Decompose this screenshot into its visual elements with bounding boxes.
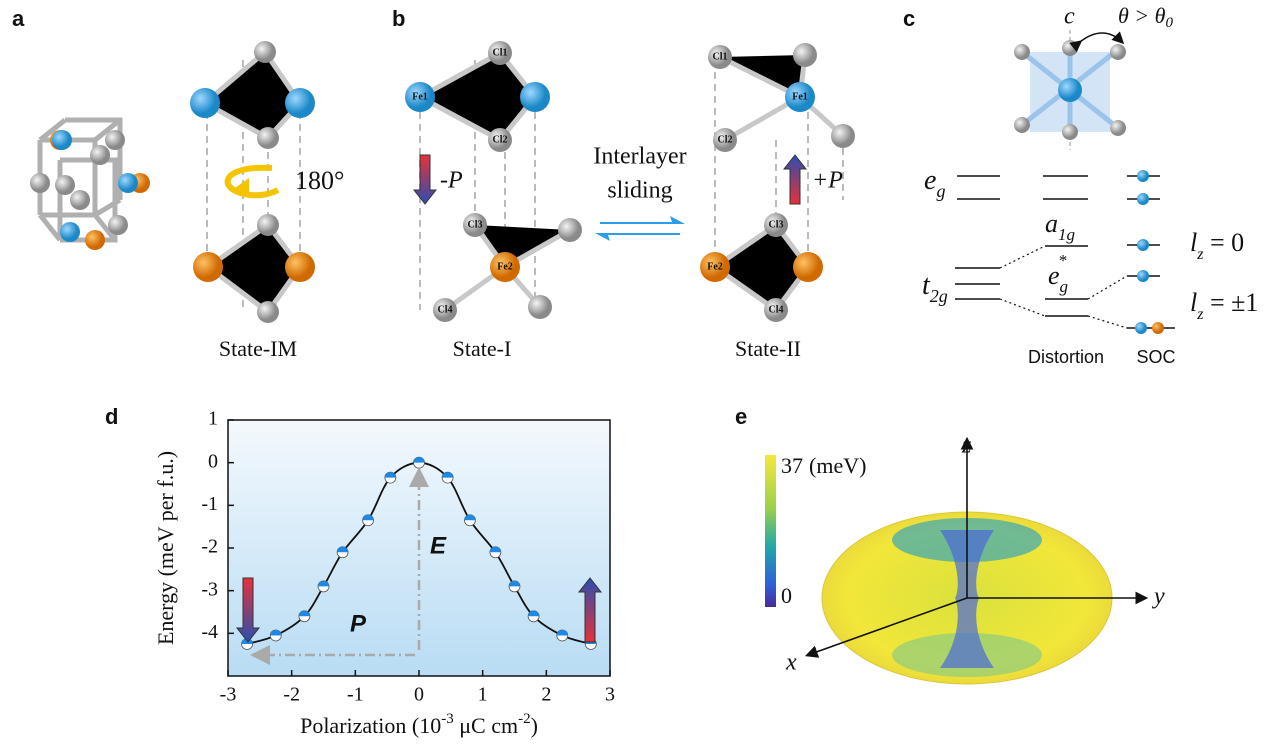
- caption: State-I: [453, 336, 512, 361]
- rotation-label: 180°: [295, 166, 344, 195]
- axis-label: c: [1064, 4, 1075, 30]
- lz-value: = ±1: [1203, 288, 1258, 317]
- sliding-label: sliding: [607, 178, 672, 204]
- level-sub: g: [936, 181, 945, 201]
- panel-label: d: [105, 404, 118, 429]
- lz-label: lz = 0: [1190, 228, 1244, 263]
- figure: a b c d e 180° State-IM Cl1 Fe1 Cl2 Cl3 …: [0, 0, 1281, 745]
- level-label: eg: [924, 165, 945, 201]
- data-point: [363, 515, 374, 526]
- sliding-label: Interlayer: [593, 144, 686, 170]
- data-point: [270, 630, 281, 641]
- level-sub: g: [1060, 277, 1069, 296]
- data-point: [528, 611, 539, 622]
- annotation: P: [350, 610, 367, 637]
- atom-label: Cl1: [713, 51, 728, 62]
- data-point: [557, 630, 568, 641]
- x-label-part: Polarization (10: [300, 713, 441, 738]
- axis-3d-label: z: [961, 433, 972, 459]
- polarization-label: +P: [812, 168, 843, 194]
- x-label-part: ): [531, 713, 538, 738]
- panel-label: e: [735, 404, 747, 429]
- atom-label: Cl3: [468, 219, 483, 230]
- lz-label: lz = ±1: [1190, 288, 1258, 323]
- annotation: E: [430, 532, 447, 559]
- panel-label: c: [903, 6, 915, 31]
- y-tick-label: 0: [208, 450, 218, 472]
- y-tick-label: 1: [208, 408, 218, 430]
- atom-label: Fe1: [792, 91, 808, 102]
- y-tick-label: -1: [201, 493, 218, 515]
- column-label: SOC: [1136, 347, 1175, 367]
- atom-label: Cl2: [493, 134, 508, 145]
- colorbar-unit: (meV): [809, 453, 866, 478]
- atom-label: Cl4: [769, 304, 784, 315]
- x-tick-label: 3: [605, 684, 615, 706]
- cube-structure: [30, 120, 150, 250]
- data-point: [299, 611, 310, 622]
- data-point: [464, 515, 475, 526]
- column-label: Distortion: [1028, 347, 1104, 367]
- x-label-sup: -3: [441, 711, 454, 727]
- colorbar: [765, 455, 776, 607]
- level-base: e: [924, 165, 936, 196]
- sliding-arrows: [595, 216, 685, 241]
- level-sub: 1g: [1058, 225, 1075, 244]
- level-base: a: [1045, 209, 1058, 238]
- x-label-part: μC cm: [454, 713, 518, 738]
- polarization-label: -P: [440, 168, 463, 194]
- angle-sub: 0: [1165, 15, 1173, 31]
- data-point: [490, 547, 501, 558]
- y-tick-label: -3: [201, 578, 218, 600]
- panel-label: a: [12, 6, 25, 31]
- level-sub: 2g: [930, 286, 948, 306]
- level-label: eg*: [1048, 251, 1068, 296]
- atom-label: Cl3: [769, 219, 784, 230]
- x-tick-label: -3: [220, 684, 237, 706]
- data-point: [509, 581, 520, 592]
- x-tick-label: -1: [347, 684, 364, 706]
- caption: State-IM: [219, 336, 297, 361]
- angle-text: θ > θ: [1118, 3, 1166, 28]
- lz-base: l: [1190, 288, 1197, 317]
- level-label: t2g: [922, 270, 948, 306]
- atom-label: Fe2: [707, 261, 723, 272]
- atom-label: Cl4: [438, 304, 453, 315]
- x-tick-label: 1: [478, 684, 488, 706]
- electrons: [1135, 170, 1164, 334]
- atom-label: Fe2: [497, 261, 513, 272]
- y-tick-label: -4: [201, 621, 218, 643]
- colorbar-min: 0: [781, 583, 792, 608]
- octahedron: [1014, 30, 1126, 150]
- x-tick-label: 2: [541, 684, 551, 706]
- level-sup: *: [1058, 251, 1067, 270]
- y-tick-label: -2: [201, 536, 218, 558]
- atom-label: Cl1: [493, 47, 508, 58]
- x-label-sup: -2: [518, 711, 531, 727]
- y-axis-label: Energy (meV per f.u.): [153, 451, 178, 645]
- axis-3d-label: y: [1152, 584, 1165, 610]
- atom-label: Cl2: [718, 134, 733, 145]
- state-i-structure: [405, 41, 582, 322]
- data-point: [318, 581, 329, 592]
- data-point: [414, 457, 425, 468]
- axis-3d-label: x: [785, 650, 797, 676]
- colorbar-max: 37: [781, 453, 803, 478]
- panel-label: b: [392, 6, 405, 31]
- energy-chart: -3 -2 -1 0 1 2 3 1 0 -1 -2 -3 -4: [201, 408, 615, 706]
- data-point: [337, 547, 348, 558]
- data-point: [385, 472, 396, 483]
- lz-value: = 0: [1203, 228, 1244, 257]
- x-tick-label: -2: [283, 684, 300, 706]
- lz-base: l: [1190, 228, 1197, 257]
- level-label: a1g: [1045, 209, 1075, 244]
- atom-label: Fe1: [412, 91, 428, 102]
- angle-label: θ > θ0: [1118, 3, 1173, 31]
- caption: State-II: [735, 336, 801, 361]
- x-axis-label: Polarization (10-3 μC cm-2): [300, 711, 538, 738]
- data-point: [442, 472, 453, 483]
- x-tick-label: 0: [414, 684, 424, 706]
